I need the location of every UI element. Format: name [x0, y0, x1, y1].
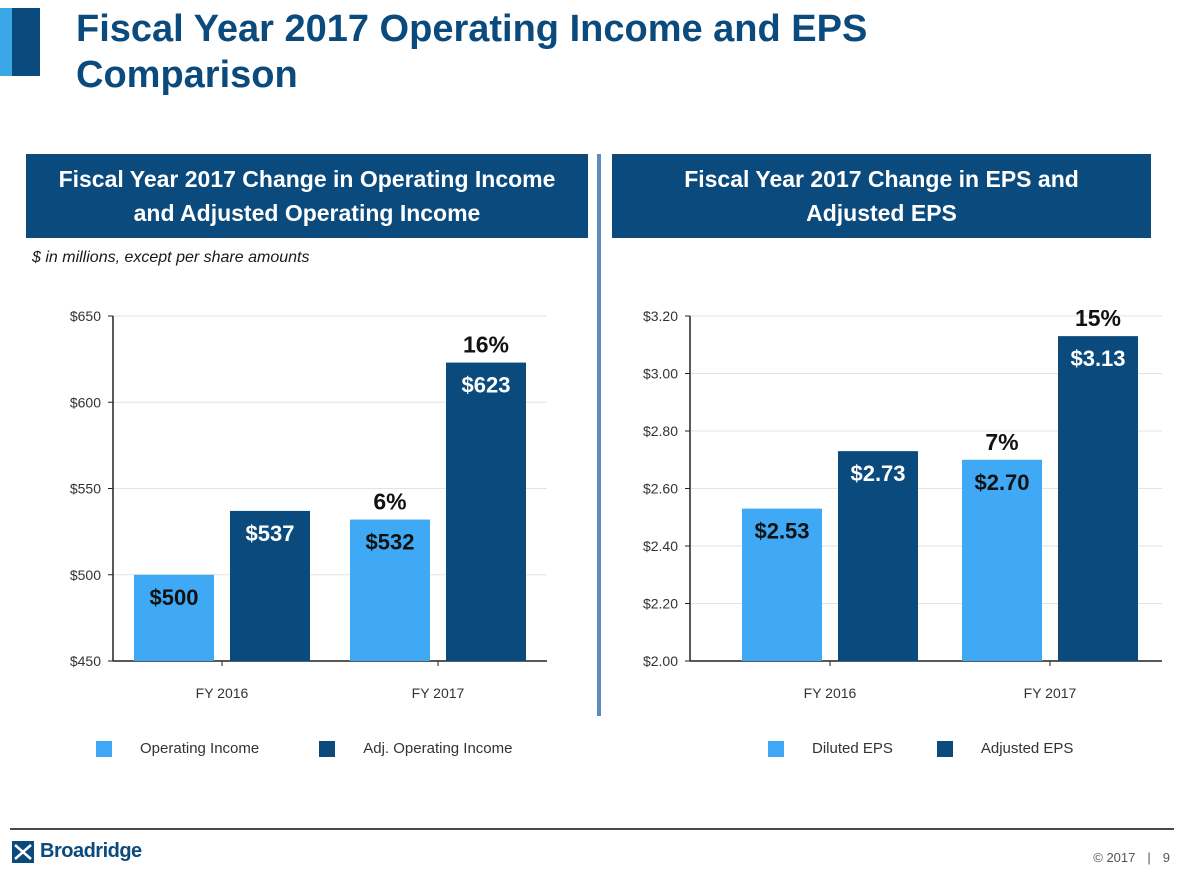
right-panel-header: Fiscal Year 2017 Change in EPS and Adjus…	[612, 154, 1151, 238]
x-tick-label: FY 2017	[1024, 685, 1077, 701]
page-title: Fiscal Year 2017 Operating Income and EP…	[76, 6, 1076, 98]
legend-item-adj-operating-income: Adj. Operating Income	[319, 740, 512, 757]
title-accent-light	[0, 8, 12, 76]
bar	[446, 362, 526, 661]
x-tick-label: FY 2017	[412, 685, 465, 701]
bar-value-label: $2.53	[754, 519, 809, 544]
legend-item-operating-income: Operating Income	[96, 740, 259, 757]
bar-value-label: $500	[150, 585, 199, 610]
y-tick-label: $500	[70, 567, 101, 583]
y-tick-label: $450	[70, 653, 101, 669]
y-tick-label: $2.80	[643, 423, 678, 439]
y-tick-label: $3.00	[643, 366, 678, 382]
bar-value-label: $537	[246, 521, 295, 546]
broadridge-logo-text: Broadridge	[40, 840, 142, 862]
legend-swatch-dark	[936, 740, 953, 757]
bar	[230, 510, 310, 661]
page-number: 9	[1162, 850, 1170, 865]
y-tick-label: $600	[70, 394, 101, 410]
x-tick-label: FY 2016	[804, 685, 857, 701]
legend-swatch-dark	[319, 740, 336, 757]
bar-value-label: $2.70	[974, 470, 1029, 495]
growth-annotation: 6%	[373, 489, 406, 515]
legend-item-diluted-eps: Diluted EPS	[768, 740, 893, 757]
left-panel-title-line2: and Adjusted Operating Income	[133, 200, 481, 226]
left-panel-header: Fiscal Year 2017 Change in Operating Inc…	[26, 154, 588, 238]
growth-annotation: 16%	[463, 332, 509, 358]
units-note: $ in millions, except per share amounts	[32, 249, 310, 266]
y-tick-label: $3.20	[643, 308, 678, 324]
x-tick-label: FY 2016	[196, 685, 249, 701]
left-panel-title-line1: Fiscal Year 2017 Change in Operating Inc…	[58, 166, 556, 192]
legend-label: Diluted EPS	[812, 740, 893, 757]
bar	[1058, 336, 1138, 661]
legend-swatch-light	[96, 740, 112, 757]
right-panel-title-line2: Adjusted EPS	[806, 200, 957, 226]
panel-divider	[597, 154, 601, 716]
bar	[134, 574, 214, 661]
y-tick-label: $650	[70, 308, 101, 324]
legend-item-adjusted-eps: Adjusted EPS	[936, 740, 1074, 757]
legend-label: Adjusted EPS	[980, 740, 1074, 757]
copyright: © 2017	[1093, 850, 1136, 865]
y-tick-label: $2.40	[643, 538, 678, 554]
bar	[838, 451, 918, 661]
y-tick-label: $2.00	[643, 653, 678, 669]
broadridge-logo: Broadridge	[12, 840, 142, 863]
legend-swatch-light	[768, 740, 784, 757]
bar-value-label: $2.73	[850, 461, 905, 486]
title-accent-dark	[12, 8, 40, 76]
legend-label: Adj. Operating Income	[363, 740, 513, 757]
page-title-line1: Fiscal Year 2017 Operating Income and EP…	[76, 8, 868, 50]
right-panel-title-line1: Fiscal Year 2017 Change in EPS and	[684, 166, 1079, 192]
broadridge-logo-icon	[12, 840, 34, 863]
bar-value-label: $3.13	[1070, 346, 1125, 371]
y-tick-label: $2.20	[643, 596, 678, 612]
bar-value-label: $532	[366, 530, 415, 555]
growth-annotation: 15%	[1075, 305, 1121, 331]
y-tick-label: $550	[70, 481, 101, 497]
bar-value-label: $623	[462, 373, 511, 398]
footer-separator: |	[1147, 850, 1151, 865]
left-legend: Operating Income Adj. Operating Income	[96, 740, 572, 757]
bar	[962, 459, 1042, 661]
y-tick-label: $2.60	[643, 481, 678, 497]
page-title-line2: Comparison	[76, 54, 298, 96]
growth-annotation: 7%	[985, 429, 1018, 455]
bar	[350, 519, 430, 661]
right-legend: Diluted EPS Adjusted EPS	[768, 740, 1133, 757]
footer-rule	[10, 828, 1174, 830]
footer-right: © 2017 | 9	[1093, 850, 1170, 865]
bar	[742, 508, 822, 661]
legend-label: Operating Income	[140, 740, 260, 757]
